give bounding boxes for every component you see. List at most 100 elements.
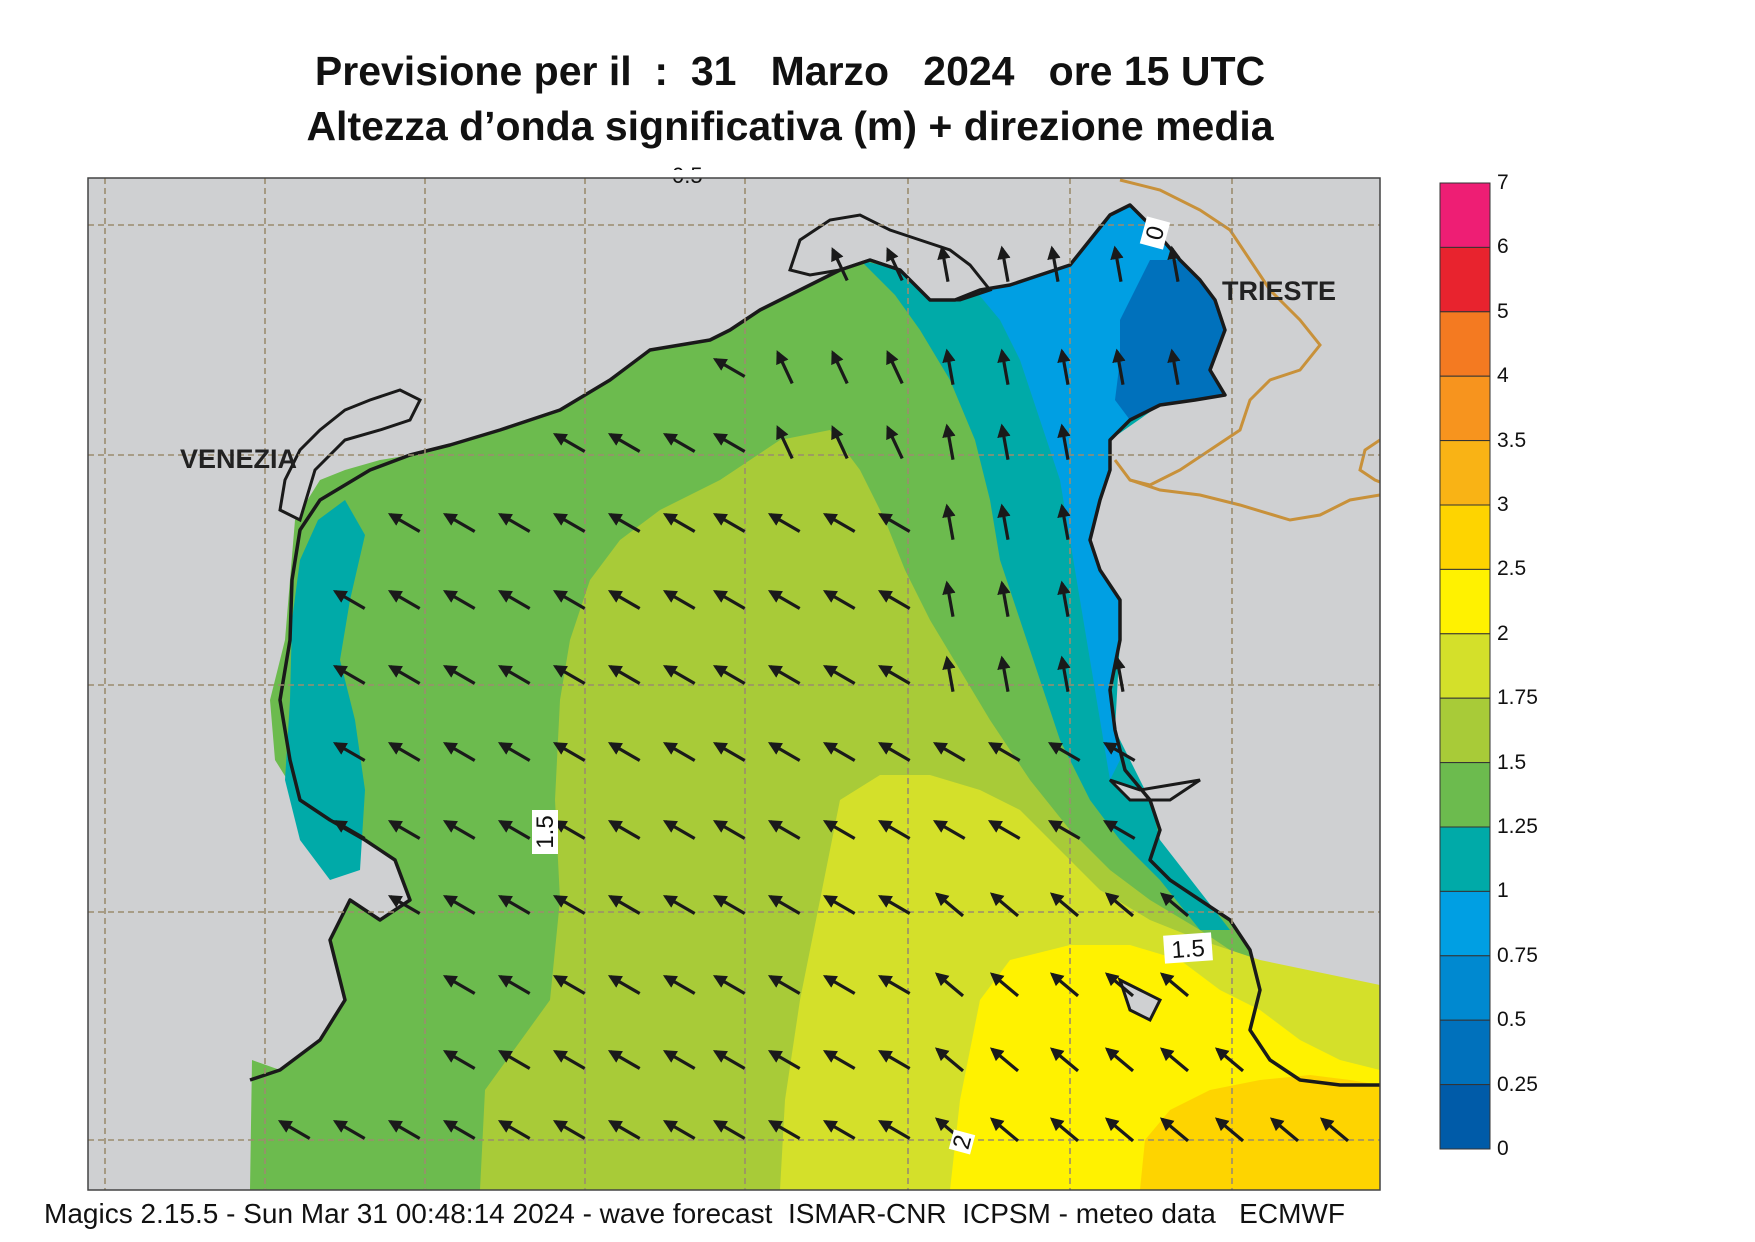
legend-label: 2 (1497, 621, 1509, 645)
wave-arrow (997, 655, 1011, 692)
wave-arrow (987, 742, 1021, 762)
legend-label: 2.5 (1497, 557, 1527, 581)
wave-arrow (662, 742, 696, 762)
contour-labels: 1.5 1.5 0 2 (532, 216, 1213, 1155)
wave-arrow (497, 1120, 531, 1140)
legend-swatch (1439, 568, 1491, 635)
wave-arrow (497, 742, 531, 762)
wave-arrow (712, 895, 746, 915)
coastline (249, 203, 1380, 1087)
wave-direction-arrows (277, 245, 1350, 1143)
wave-arrow (387, 895, 421, 915)
wave-arrow (1112, 655, 1126, 692)
wave-arrow (877, 1050, 911, 1070)
legend-swatch (1439, 1019, 1491, 1086)
wave-arrow (607, 820, 641, 840)
wave-arrow (1057, 348, 1071, 385)
wave-arrow (607, 433, 641, 453)
legend-swatch (1439, 826, 1491, 892)
wave-arrow (1047, 820, 1081, 840)
legend-label: 4 (1497, 364, 1509, 388)
wave-arrow (767, 590, 801, 610)
legend-label: 1 (1497, 879, 1509, 903)
wave-arrow (831, 425, 849, 460)
legend-label: 1.5 (1497, 750, 1527, 774)
wave-arrow (1057, 503, 1071, 540)
sea-band-0.5 (1115, 260, 1225, 420)
wave-arrow (1214, 1047, 1245, 1073)
wave-arrow (1159, 892, 1190, 918)
wave-arrow (387, 513, 421, 533)
wave-arrow (989, 1117, 1020, 1143)
wave-arrow (997, 580, 1011, 617)
wave-arrow (442, 513, 476, 533)
wave-arrow (1159, 972, 1190, 998)
wave-arrow (822, 742, 856, 762)
wave-arrow (767, 895, 801, 915)
wave-arrow (332, 665, 366, 685)
wave-arrow (1104, 892, 1135, 918)
wave-arrow (932, 742, 966, 762)
wave-arrow (767, 742, 801, 762)
wave-arrow (776, 350, 794, 385)
wave-arrow (767, 513, 801, 533)
wave-arrow (1104, 1117, 1135, 1143)
wave-arrow (997, 245, 1011, 282)
legend-swatch (1439, 890, 1491, 957)
wave-arrow (387, 742, 421, 762)
wave-arrow (932, 820, 966, 840)
wave-arrow (497, 1050, 531, 1070)
city-label-venezia: VENEZIA (180, 444, 297, 474)
wave-arrow (387, 820, 421, 840)
wave-arrow (767, 1050, 801, 1070)
wave-arrow (1049, 1047, 1080, 1073)
national-border (1113, 178, 1322, 487)
wave-arrow (987, 820, 1021, 840)
legend-swatch (1439, 697, 1491, 764)
wave-arrow (552, 975, 586, 995)
city-label-trieste: TRIESTE (1222, 276, 1336, 306)
wave-arrow (1167, 245, 1181, 282)
wave-arrow (662, 590, 696, 610)
wave-arrow (552, 665, 586, 685)
wave-arrow (607, 742, 641, 762)
legend-label: 0.75 (1497, 943, 1538, 967)
wave-arrow (877, 590, 911, 610)
wave-arrow (1049, 892, 1080, 918)
wave-arrow (332, 590, 366, 610)
wave-arrow (1104, 1047, 1135, 1073)
wave-arrow (607, 1050, 641, 1070)
wave-arrow (831, 247, 849, 282)
wave-arrow (662, 895, 696, 915)
wave-arrow (442, 820, 476, 840)
wave-arrow (989, 972, 1020, 998)
legend-swatch (1439, 182, 1491, 248)
wave-arrow (1057, 655, 1071, 692)
national-border-3 (1358, 438, 1380, 484)
contour-label-1.5-west: 1.5 (532, 815, 559, 848)
legend-label: 0.25 (1497, 1072, 1538, 1096)
wave-arrow (767, 665, 801, 685)
wave-arrow (886, 425, 904, 460)
forecast-subtitle: Altezza d’onda significativa (m) + direz… (306, 103, 1274, 149)
wave-arrow (886, 350, 904, 385)
wave-arrow (1057, 423, 1071, 460)
wave-arrow (1047, 742, 1081, 762)
map-area: 1.5 1.5 0 2 VENEZIA TRIESTE (88, 178, 1380, 1190)
wave-arrow (877, 665, 911, 685)
legend-swatch (1439, 762, 1491, 828)
wave-arrow (552, 1120, 586, 1140)
wave-arrow (552, 433, 586, 453)
wave-arrow (552, 820, 586, 840)
wave-arrow (989, 1047, 1020, 1073)
wave-arrow (822, 1050, 856, 1070)
wave-arrow (497, 665, 531, 685)
wave-arrow (1049, 972, 1080, 998)
wave-arrow (442, 1050, 476, 1070)
wave-arrow (767, 1120, 801, 1140)
legend-label: 3.5 (1497, 428, 1527, 452)
wave-arrow (497, 590, 531, 610)
wave-arrow (942, 423, 956, 460)
wave-arrow (712, 1120, 746, 1140)
wave-arrow (712, 820, 746, 840)
